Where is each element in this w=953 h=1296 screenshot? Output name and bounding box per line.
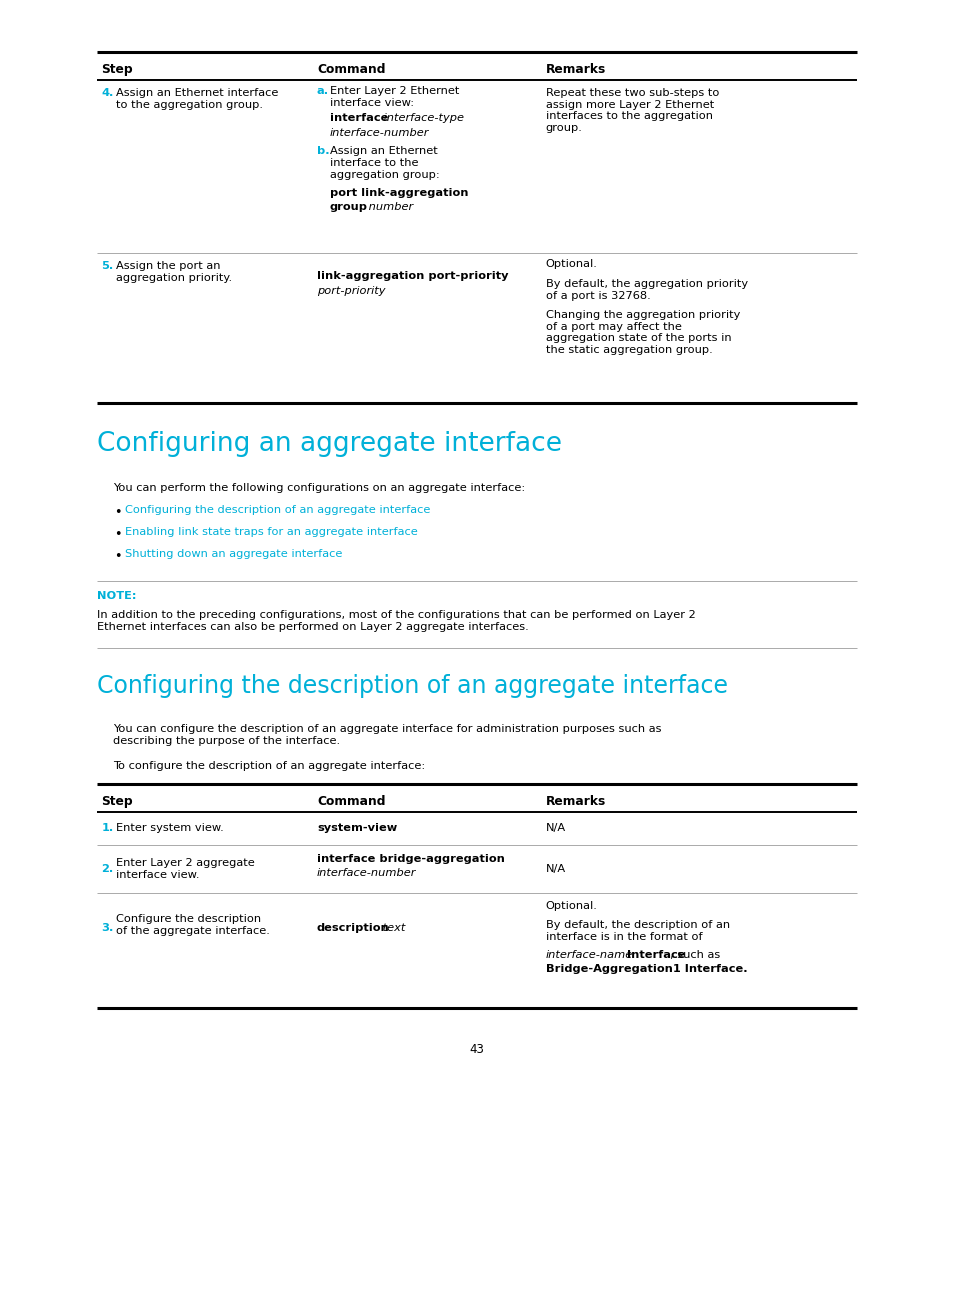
- Text: Command: Command: [316, 796, 385, 809]
- Text: b.: b.: [316, 146, 329, 157]
- Text: •: •: [114, 527, 122, 540]
- Text: Assign an Ethernet
interface to the
aggregation group:: Assign an Ethernet interface to the aggr…: [330, 146, 439, 180]
- Text: NOTE:: NOTE:: [97, 591, 136, 601]
- Text: You can perform the following configurations on an aggregate interface:: You can perform the following configurat…: [113, 483, 525, 492]
- Text: Configuring an aggregate interface: Configuring an aggregate interface: [97, 432, 561, 457]
- Text: system-view: system-view: [316, 823, 396, 833]
- Text: interface-number: interface-number: [330, 127, 429, 137]
- Text: 43: 43: [469, 1043, 484, 1056]
- Text: text: text: [378, 923, 405, 933]
- Text: Remarks: Remarks: [545, 796, 605, 809]
- Text: Enter Layer 2 aggregate
interface view.: Enter Layer 2 aggregate interface view.: [116, 858, 254, 880]
- Text: Bridge-Aggregation1 Interface.: Bridge-Aggregation1 Interface.: [545, 964, 747, 975]
- Text: 1.: 1.: [101, 823, 113, 833]
- Text: In addition to the preceding configurations, most of the configurations that can: In addition to the preceding configurati…: [97, 610, 696, 631]
- Text: a.: a.: [316, 86, 329, 96]
- Text: Configuring the description of an aggregate interface: Configuring the description of an aggreg…: [125, 505, 430, 515]
- Text: N/A: N/A: [545, 864, 565, 874]
- Text: To configure the description of an aggregate interface:: To configure the description of an aggre…: [113, 761, 425, 771]
- Text: interface: interface: [330, 113, 388, 123]
- Text: Repeat these two sub-steps to
assign more Layer 2 Ethernet
interfaces to the agg: Repeat these two sub-steps to assign mor…: [545, 88, 719, 132]
- Text: •: •: [114, 505, 122, 518]
- Text: Changing the aggregation priority
of a port may affect the
aggregation state of : Changing the aggregation priority of a p…: [545, 310, 740, 355]
- Text: 5.: 5.: [101, 260, 113, 271]
- Text: Command: Command: [316, 64, 385, 76]
- Text: interface-name: interface-name: [545, 950, 633, 960]
- Text: Configure the description
of the aggregate interface.: Configure the description of the aggrega…: [116, 914, 270, 936]
- Text: 2.: 2.: [101, 864, 113, 874]
- Text: Step: Step: [101, 796, 132, 809]
- Text: Assign an Ethernet interface
to the aggregation group.: Assign an Ethernet interface to the aggr…: [116, 88, 278, 110]
- Text: Configuring the description of an aggregate interface: Configuring the description of an aggreg…: [97, 674, 727, 699]
- Text: link-aggregation port-priority: link-aggregation port-priority: [316, 271, 508, 281]
- Text: •: •: [114, 550, 122, 562]
- Text: port-priority: port-priority: [316, 285, 385, 295]
- Text: Remarks: Remarks: [545, 64, 605, 76]
- Text: Optional.: Optional.: [545, 901, 598, 911]
- Text: Shutting down an aggregate interface: Shutting down an aggregate interface: [125, 550, 342, 559]
- Text: description: description: [316, 923, 389, 933]
- Text: interface-type: interface-type: [379, 113, 463, 123]
- Text: Enter system view.: Enter system view.: [116, 823, 224, 833]
- Text: Enabling link state traps for an aggregate interface: Enabling link state traps for an aggrega…: [125, 527, 417, 537]
- Text: 4.: 4.: [101, 88, 113, 98]
- Text: Step: Step: [101, 64, 132, 76]
- Text: , such as: , such as: [670, 950, 720, 960]
- Text: interface-number: interface-number: [316, 868, 416, 879]
- Text: Interface: Interface: [622, 950, 684, 960]
- Text: interface bridge-aggregation: interface bridge-aggregation: [316, 854, 504, 864]
- Text: port link-aggregation: port link-aggregation: [330, 188, 468, 198]
- Text: group: group: [330, 202, 368, 213]
- Text: By default, the description of an
interface is in the format of: By default, the description of an interf…: [545, 920, 729, 942]
- Text: By default, the aggregation priority
of a port is 32768.: By default, the aggregation priority of …: [545, 279, 747, 301]
- Text: Optional.: Optional.: [545, 259, 598, 270]
- Text: N/A: N/A: [545, 823, 565, 833]
- Text: Assign the port an
aggregation priority.: Assign the port an aggregation priority.: [116, 260, 233, 283]
- Text: 3.: 3.: [101, 923, 113, 933]
- Text: number: number: [365, 202, 413, 213]
- Text: Enter Layer 2 Ethernet
interface view:: Enter Layer 2 Ethernet interface view:: [330, 86, 458, 108]
- Text: You can configure the description of an aggregate interface for administration p: You can configure the description of an …: [113, 724, 661, 745]
